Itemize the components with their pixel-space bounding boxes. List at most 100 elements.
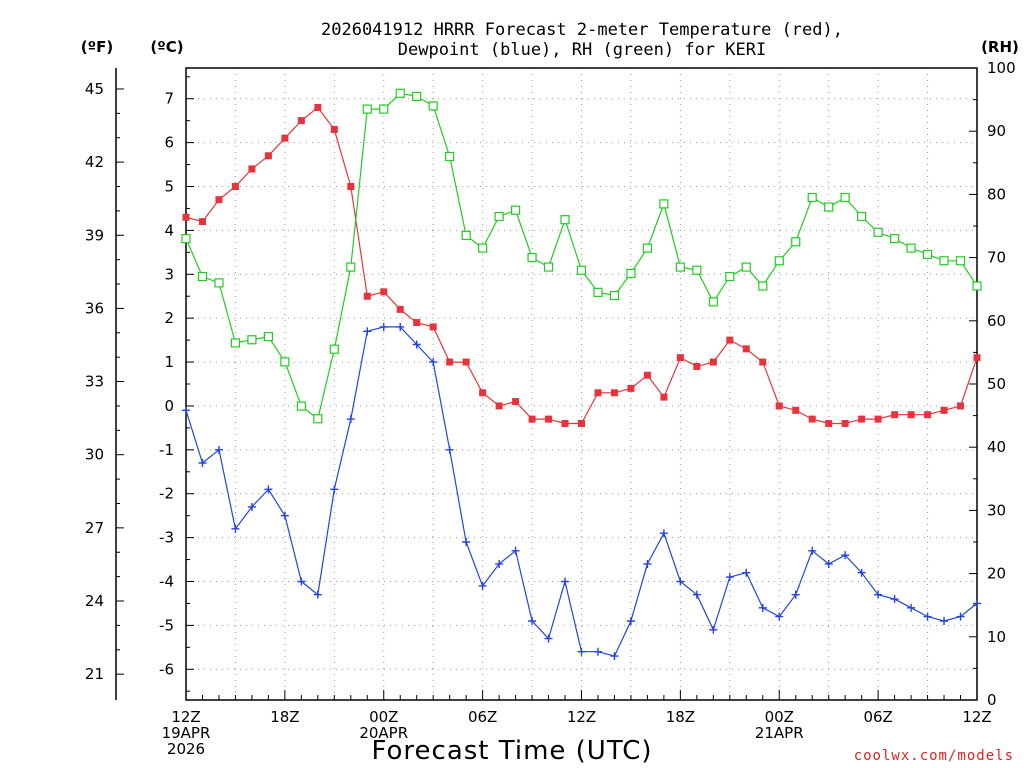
temperature-point bbox=[380, 288, 388, 296]
rh-point bbox=[560, 215, 570, 225]
rh-point bbox=[181, 234, 191, 244]
temperature-point bbox=[825, 420, 833, 427]
x-tick-label: 12Z bbox=[171, 708, 200, 726]
rh-tick-label: 30 bbox=[987, 501, 1006, 519]
dewpoint-line bbox=[185, 326, 978, 657]
dewpoint-point bbox=[214, 445, 223, 454]
temperature-point bbox=[578, 420, 585, 427]
dewpoint-point bbox=[511, 546, 520, 555]
rh-unit-label: (RH) bbox=[981, 38, 1019, 56]
x-tick-label: 19APR bbox=[162, 724, 211, 742]
celsius-tick-label: -2 bbox=[159, 485, 174, 503]
rh-point bbox=[428, 101, 438, 111]
x-tick-label: 20APR bbox=[359, 724, 408, 742]
dewpoint-point bbox=[907, 603, 916, 612]
celsius-tick-label: 2 bbox=[164, 309, 174, 327]
temperature-point bbox=[363, 292, 371, 300]
rh-point bbox=[642, 243, 653, 253]
axes bbox=[115, 67, 978, 701]
fahrenheit-tick-label: 42 bbox=[85, 153, 104, 171]
celsius-tick-label: -3 bbox=[159, 529, 174, 547]
temperature-point bbox=[495, 402, 503, 410]
rh-point bbox=[527, 253, 537, 263]
dewpoint-point bbox=[956, 612, 965, 621]
rh-point bbox=[609, 290, 620, 301]
dewpoint-point bbox=[231, 524, 240, 533]
rh-point bbox=[659, 199, 669, 209]
temperature-point bbox=[198, 218, 206, 226]
temperature-point bbox=[248, 165, 256, 173]
rh-point bbox=[741, 262, 751, 272]
temperature-point bbox=[891, 411, 899, 419]
dewpoint-point bbox=[577, 647, 586, 656]
dewpoint-point bbox=[593, 647, 602, 656]
dewpoint-point bbox=[857, 568, 866, 577]
temperature-point bbox=[907, 411, 915, 419]
x-tick-label: 2026 bbox=[167, 740, 205, 758]
celsius-tick-label: -4 bbox=[159, 573, 174, 591]
celsius-tick-label: -5 bbox=[159, 616, 174, 634]
temperature-point bbox=[528, 415, 536, 423]
temperature-point bbox=[561, 420, 569, 427]
celsius-unit-label: (ºC) bbox=[150, 38, 183, 56]
dewpoint-point bbox=[247, 502, 256, 511]
rh-point bbox=[461, 230, 471, 241]
rh-point bbox=[824, 202, 834, 212]
temperature-point bbox=[709, 358, 717, 366]
rh-point bbox=[626, 268, 636, 278]
fahrenheit-unit-label: (ºF) bbox=[81, 38, 113, 56]
dewpoint-point bbox=[874, 590, 883, 599]
chart-title-line1: 2026041912 HRRR Forecast 2-meter Tempera… bbox=[321, 20, 843, 40]
dewpoint-point bbox=[676, 577, 685, 586]
temperature-point bbox=[627, 384, 635, 392]
x-axis-label: Forecast Time (UTC) bbox=[371, 736, 652, 766]
dewpoint-point bbox=[379, 322, 388, 331]
dewpoint-point bbox=[626, 617, 635, 625]
rh-point bbox=[774, 256, 784, 266]
rh-point bbox=[890, 234, 900, 244]
temperature-point bbox=[479, 389, 487, 397]
rh-point bbox=[494, 211, 504, 222]
temperature-point bbox=[643, 371, 651, 379]
temperature-point bbox=[314, 104, 322, 111]
temperature-point bbox=[841, 420, 849, 427]
dewpoint-point bbox=[330, 485, 339, 494]
x-tick-label: 12Z bbox=[962, 708, 991, 726]
dewpoint-point bbox=[973, 599, 981, 608]
x-tick-label: 18Z bbox=[666, 708, 695, 726]
dewpoint-point bbox=[478, 581, 487, 590]
rh-point bbox=[362, 104, 372, 114]
dewpoint-point bbox=[544, 634, 553, 643]
rh-point bbox=[708, 297, 718, 307]
rh-point bbox=[922, 249, 933, 260]
temperature-point bbox=[297, 117, 305, 125]
dewpoint-point bbox=[182, 406, 190, 415]
temperature-point bbox=[413, 319, 421, 327]
rh-point bbox=[807, 192, 817, 203]
rh-point bbox=[346, 262, 356, 272]
temperature-point bbox=[462, 358, 470, 366]
celsius-tick-label: 3 bbox=[164, 265, 174, 283]
dewpoint-point bbox=[643, 559, 652, 568]
rh-tick-label: 60 bbox=[987, 312, 1006, 330]
rh-tick-label: 90 bbox=[987, 122, 1006, 140]
rh-point bbox=[214, 278, 224, 288]
temperature-point bbox=[330, 125, 338, 133]
rh-point bbox=[873, 227, 883, 237]
temperature-point bbox=[726, 336, 734, 344]
dewpoint-point bbox=[824, 559, 833, 568]
rh-point bbox=[412, 91, 422, 102]
rh-point bbox=[675, 262, 685, 272]
rh-point bbox=[906, 243, 916, 253]
x-tick-label: 06Z bbox=[863, 708, 892, 726]
rh-point bbox=[445, 151, 455, 162]
dewpoint-point bbox=[462, 538, 471, 546]
fahrenheit-tick-label: 21 bbox=[85, 665, 104, 683]
dewpoint-point bbox=[808, 546, 817, 555]
dewpoint-point bbox=[528, 617, 537, 625]
rh-point bbox=[939, 256, 949, 266]
temperature-point bbox=[545, 415, 553, 423]
rh-tick-label: 70 bbox=[987, 249, 1006, 267]
temperature-point bbox=[742, 345, 750, 353]
